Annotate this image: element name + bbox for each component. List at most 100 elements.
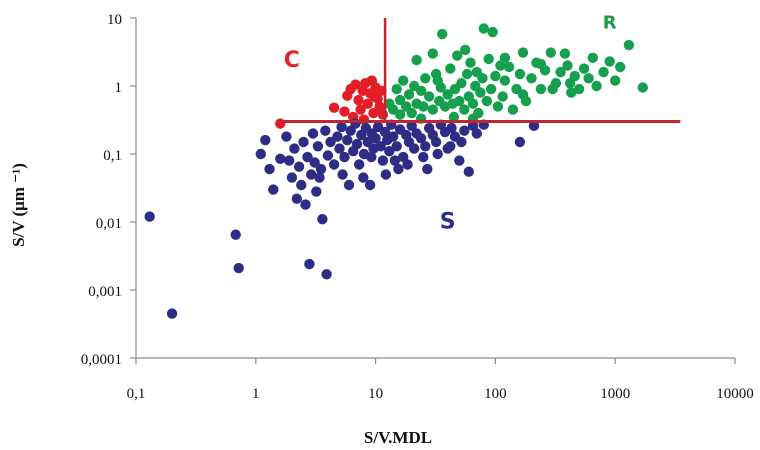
data-point [366,151,377,163]
data-point [380,169,392,180]
data-point [454,95,465,107]
data-point [499,75,511,86]
data-point [298,136,309,148]
data-point [334,143,345,154]
data-point [495,60,506,71]
data-point [528,120,540,131]
y-tick-label: 0,0001 [81,352,122,368]
data-point [492,101,504,112]
region-label: R [603,13,617,34]
data-point [446,122,457,134]
data-point [610,75,621,86]
data-point [391,141,402,152]
data-point [422,163,433,175]
data-point [514,68,526,80]
data-point [343,179,355,191]
data-point [320,125,331,136]
data-point [351,138,363,150]
data-point [370,133,381,144]
data-point [507,104,519,115]
y-axis-title: S/V (μm ⁻¹) [9,163,28,247]
data-point [353,94,364,106]
data-point [454,155,465,166]
data-point [578,63,590,74]
data-point [490,70,501,82]
data-point [564,78,576,89]
data-point [230,229,241,240]
data-point [302,151,313,163]
data-point [445,63,456,74]
data-point [291,193,302,204]
data-point [377,155,389,166]
data-point [309,157,320,168]
data-point [374,101,385,112]
data-point [487,26,498,38]
data-point [307,128,319,139]
data-point [418,101,429,112]
data-point [445,141,456,152]
x-tick-label: 1000 [600,386,630,402]
data-point [478,23,489,34]
data-point [311,186,322,197]
data-point [364,179,376,191]
data-point [432,148,443,160]
data-point [393,163,404,175]
data-point [545,47,556,58]
data-point [304,258,315,270]
data-point [456,136,467,148]
data-point [573,83,585,95]
data-point [442,89,453,100]
data-point [268,184,279,195]
data-point [485,83,497,95]
data-point [394,109,406,120]
data-point [355,104,366,115]
data-point [418,151,429,163]
data-point [379,126,391,138]
data-point [317,214,328,225]
data-point [275,118,286,129]
data-point [403,89,415,100]
x-tick-label: 10000 [716,386,754,402]
region-labels: C R S [284,13,617,235]
y-tick-label: 0,001 [88,284,122,300]
y-tick-label: 1 [115,80,123,96]
data-point [598,66,609,78]
data-point [637,82,648,93]
data-point [460,44,471,56]
axes [135,18,735,359]
data-point [420,141,431,152]
data-point [481,95,493,107]
data-point [459,104,470,115]
data-point [322,150,334,161]
data-point [339,151,350,163]
data-point [430,136,442,148]
data-point [354,159,365,170]
data-point [517,89,529,100]
data-point [368,107,379,119]
data-point [497,91,508,102]
x-axis-title: S/V.MDL [364,428,432,447]
data-point [465,57,476,68]
data-point [448,111,460,123]
data-point [415,85,427,97]
data-point [471,128,482,139]
data-point [437,28,448,40]
data-point [427,48,438,59]
data-point [321,269,332,280]
data-point [358,172,369,183]
data-point [387,131,399,142]
data-point [289,143,300,154]
data-point [483,53,494,65]
data-point [281,131,292,142]
data-point [406,107,417,119]
data-point [328,159,340,170]
data-point [555,66,566,78]
data-point [233,262,244,274]
data-point [337,169,348,180]
x-ticks: 0,1 1 10 100 1000 10000 [127,358,754,402]
data-point [411,54,422,66]
data-point [566,87,577,98]
data-point [369,91,380,102]
data-point [144,211,155,222]
